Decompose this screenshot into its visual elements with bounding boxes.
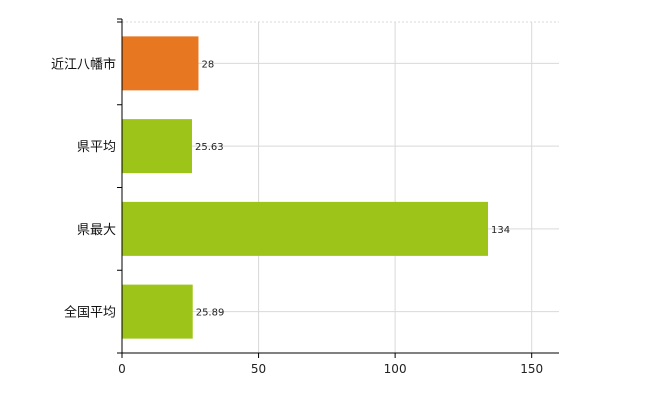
category-label-1: 県平均 [77, 140, 116, 155]
data-label-0: 28 [201, 59, 214, 70]
category-label-2: 県最大 [77, 223, 116, 238]
category-label-0: 近江八幡市 [51, 56, 116, 72]
x-tick-label-2: 100 [384, 362, 407, 376]
bar-2 [122, 201, 488, 256]
x-tick-label-0: 0 [118, 362, 126, 376]
data-label-3: 25.89 [196, 308, 225, 319]
axes [117, 18, 559, 358]
bar-1 [122, 119, 193, 174]
data-label-1: 25.63 [195, 142, 224, 153]
bar-3 [122, 284, 193, 339]
bars [122, 36, 488, 339]
bar-0 [122, 36, 199, 91]
category-label-3: 全国平均 [64, 305, 116, 321]
x-tick-label-1: 50 [251, 362, 266, 376]
data-label-2: 134 [491, 225, 510, 236]
x-tick-label-3: 150 [520, 362, 543, 376]
